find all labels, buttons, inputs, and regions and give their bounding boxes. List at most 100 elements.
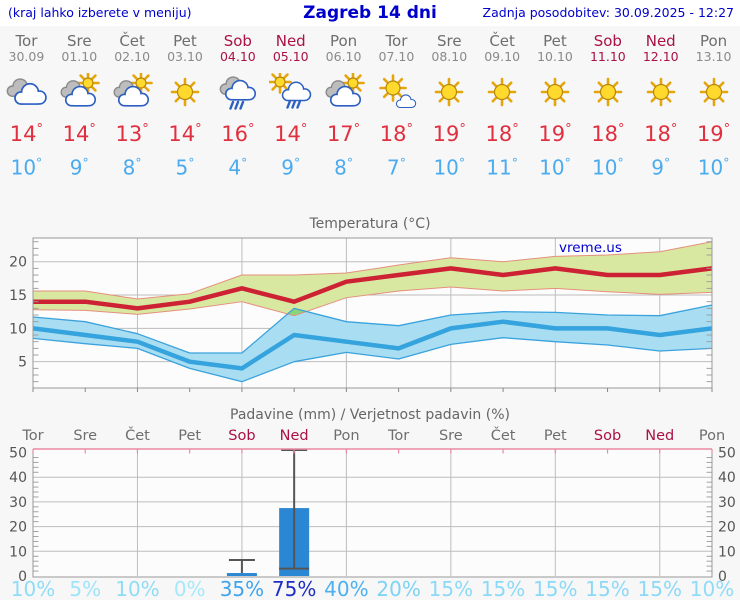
sunny-icon	[634, 73, 687, 113]
precip-y-tick-label-right: 30	[718, 495, 736, 511]
high-temp: 13°	[115, 122, 149, 146]
low-temp-line	[33, 319, 712, 371]
watermark-link[interactable]: vreme.us	[559, 240, 622, 256]
day-name: Ned	[645, 32, 676, 50]
precip-day-label: Pet	[178, 428, 202, 444]
day-name: Sre	[66, 32, 92, 50]
mostly-sunny-icon	[370, 73, 423, 113]
precip-y-tick-label-left: 20	[9, 520, 27, 536]
precip-day-label: Sre	[438, 428, 463, 444]
precip-y-tick-label-left: 30	[9, 495, 27, 511]
temp-y-tick-label: 10	[9, 321, 27, 337]
day-name: Pon	[699, 32, 728, 50]
low-temp: 5°	[175, 155, 195, 180]
precip-day-label: Sob	[593, 428, 622, 444]
high-temp: 14°	[274, 122, 308, 146]
precip-y-tick-label-right: 0	[718, 569, 727, 585]
sunny-icon	[159, 73, 212, 113]
day-name: Tor	[385, 32, 408, 50]
day-date: 01.10	[61, 49, 98, 64]
low-temp: 4°	[228, 155, 248, 180]
precip-day-label: Čet	[490, 428, 516, 444]
precipitation-chart-title: Padavine (mm) / Verjetnost padavin (%)	[230, 407, 510, 423]
day-name: Čet	[489, 32, 515, 50]
partly-icon	[106, 73, 159, 113]
precip-probability: 5%	[69, 577, 102, 600]
sunny-icon	[687, 73, 740, 113]
precip-probability: 35%	[219, 577, 265, 600]
day-date: 12.10	[642, 49, 679, 64]
precip-y-tick-label-left: 40	[9, 470, 27, 486]
day-date: 04.10	[219, 49, 256, 64]
precip-y-tick-label-right: 40	[718, 470, 736, 486]
precip-probability: 15%	[585, 577, 630, 600]
high-temp: 18°	[644, 122, 678, 146]
sun-rain-icon	[264, 73, 317, 113]
day-column-06.10: Pon 06.10 17° 8°	[317, 27, 370, 179]
day-column-07.10: Tor 07.10 18° 7°	[370, 27, 423, 179]
precip-day-label: Ned	[645, 428, 675, 444]
day-date: 02.10	[114, 49, 151, 64]
high-band-lower-edge	[33, 286, 712, 317]
day-column-04.10: Sob 04.10 16° 4°	[211, 27, 264, 179]
menu-hint-note: (kraj lahko izberete v meniju)	[8, 5, 192, 20]
precip-probability: 10%	[689, 577, 735, 600]
day-name: Pon	[329, 32, 358, 50]
temperature-chart: 5 10 15 20	[9, 237, 713, 392]
precipitation-chart: 0 0 10 10 20 20 30 30 40 40 50 50	[9, 446, 736, 585]
precip-probability: 15%	[428, 577, 474, 600]
day-date: 03.10	[167, 49, 203, 64]
high-temp: 14°	[62, 122, 96, 146]
forecast-days-strip: Tor 30.09 14° 10° Sre 01.10 14° 9° Čet 02.10 13° 8°…	[0, 27, 740, 179]
low-temp: 8°	[122, 155, 142, 180]
day-name: Ned	[275, 32, 306, 50]
precip-day-label: Čet	[125, 428, 150, 444]
temp-y-tick-label: 20	[9, 255, 27, 271]
precip-day-labels-row: Tor Sre Čet Pet Sob Ned Pon Tor Sre Čet Pet Sob Ned P…	[0, 428, 740, 446]
day-name: Čet	[119, 32, 145, 50]
precip-y-tick-label-right: 50	[718, 446, 736, 462]
day-name: Sob	[593, 32, 622, 50]
day-name: Sob	[223, 32, 252, 50]
precip-probability: 15%	[480, 577, 526, 600]
day-name: Tor	[15, 32, 38, 50]
last-updated-text: Zadnja posodobitev: 30.09.2025 - 12:27	[482, 5, 734, 20]
high-temp: 14°	[9, 122, 44, 146]
cloudy-icon	[0, 73, 53, 113]
low-band-lower-edge	[33, 337, 712, 383]
high-temp: 19°	[538, 122, 572, 146]
precip-day-label: Ned	[279, 428, 309, 444]
precip-day-label: Tor	[22, 428, 44, 444]
temp-y-tick-label: 5	[18, 355, 27, 371]
precip-probability: 20%	[376, 577, 421, 600]
day-date: 10.10	[537, 49, 573, 64]
day-date: 13.10	[695, 49, 732, 64]
day-date: 11.10	[589, 49, 626, 64]
partly-icon	[317, 73, 370, 113]
day-column-12.10: Ned 12.10 18° 9°	[634, 27, 687, 179]
sunny-icon	[581, 73, 634, 113]
precip-y-tick-label-left: 50	[9, 446, 27, 462]
low-temp: 10°	[592, 155, 624, 180]
precip-probabilities-row: 10% 5% 10% 0% 35% 75% 40% 20% 15% 15% 15% 15% 15% 10%	[0, 577, 740, 600]
day-date: 08.10	[431, 49, 468, 64]
high-temp: 16°	[221, 122, 255, 146]
day-date: 05.10	[272, 49, 309, 64]
day-name: Pet	[173, 32, 197, 50]
precip-bar-04.10	[226, 573, 257, 576]
precip-day-label: Sob	[228, 428, 256, 444]
precip-probability: 40%	[324, 577, 369, 600]
precip-day-label: Pon	[698, 428, 726, 444]
precip-probability: 75%	[271, 577, 317, 600]
high-temp: 18°	[591, 122, 625, 146]
high-temp: 17°	[326, 122, 361, 146]
precip-probability: 10%	[115, 577, 160, 600]
low-temp: 9°	[69, 155, 89, 180]
low-temp: 10°	[697, 155, 730, 180]
precip-probability: 0%	[173, 577, 206, 600]
day-column-01.10: Sre 01.10 14° 9°	[53, 27, 106, 179]
day-date: 07.10	[378, 49, 415, 64]
day-column-30.09: Tor 30.09 14° 10°	[0, 27, 53, 179]
day-column-08.10: Sre 08.10 19° 10°	[423, 27, 476, 179]
